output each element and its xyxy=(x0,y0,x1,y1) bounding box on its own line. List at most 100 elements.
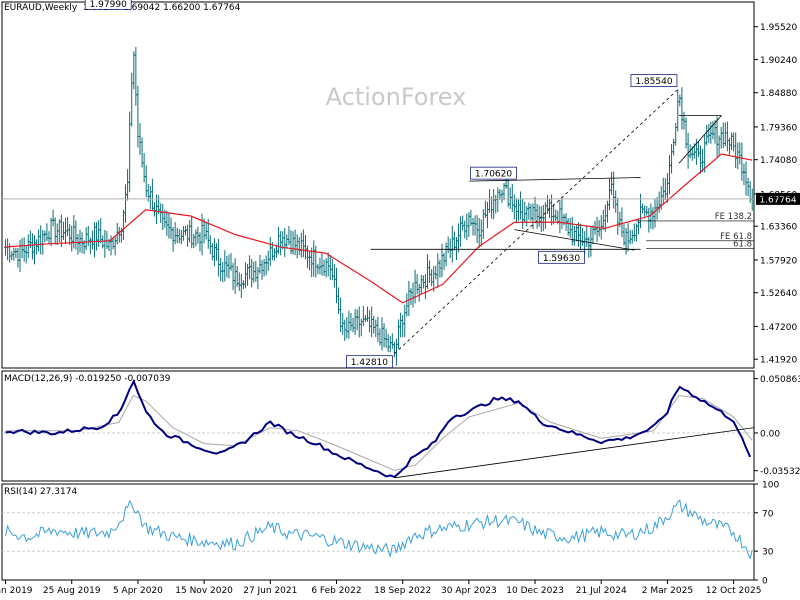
price-bar xyxy=(473,215,477,236)
price-bar xyxy=(521,199,525,229)
price-bar xyxy=(113,235,117,256)
price-bar xyxy=(165,210,169,236)
price-bar xyxy=(124,184,128,223)
price-bar xyxy=(181,225,185,241)
price-axis-label: 1.57920 xyxy=(760,256,797,266)
price-axis-label: 1.47200 xyxy=(760,323,797,333)
price-bar xyxy=(411,282,415,308)
price-bar xyxy=(500,189,504,204)
price-bar xyxy=(630,230,634,244)
price-bar xyxy=(390,333,394,349)
price-bar xyxy=(477,218,481,248)
price-bar xyxy=(14,247,18,258)
price-bar xyxy=(68,224,72,245)
price-bar xyxy=(653,198,657,228)
price-bar xyxy=(121,209,125,241)
upper-trendline xyxy=(469,177,641,182)
price-bar xyxy=(723,122,727,147)
price-bar xyxy=(357,306,361,338)
price-annotation: 1.85540 xyxy=(630,74,678,87)
price-bar xyxy=(47,231,51,245)
price-axis-label: 1.63360 xyxy=(760,223,797,233)
price-bar xyxy=(667,155,671,195)
macd-axis-label: -0.035322 xyxy=(760,467,800,477)
price-bar xyxy=(301,229,305,258)
date-axis-label: 18 Sep 2022 xyxy=(374,586,431,596)
price-bar xyxy=(442,252,446,271)
price-bar xyxy=(725,121,729,152)
price-bar xyxy=(448,238,452,259)
price-bar xyxy=(103,229,107,258)
price-bar xyxy=(231,262,235,291)
price-bar xyxy=(605,200,609,223)
price-bar xyxy=(440,243,444,278)
price-bar xyxy=(576,222,580,247)
price-bar xyxy=(425,254,429,290)
price-bar xyxy=(626,223,630,252)
price-bar xyxy=(66,216,70,237)
price-bar xyxy=(622,224,626,246)
price-bar xyxy=(682,111,686,130)
price-bar xyxy=(150,178,154,211)
price-bar xyxy=(539,206,543,233)
price-bar xyxy=(12,247,16,261)
price-annotation: 1.70620 xyxy=(470,166,517,180)
price-bar xyxy=(353,309,357,336)
date-axis-label: 6 Feb 2022 xyxy=(311,586,361,596)
price-bar xyxy=(523,201,527,223)
price-bar xyxy=(256,267,260,290)
price-bar xyxy=(612,171,616,209)
symbol-name: EURAUD xyxy=(4,3,42,13)
price-bar xyxy=(674,122,678,146)
price-bar xyxy=(676,89,680,132)
price-bar xyxy=(169,217,173,240)
price-bar xyxy=(227,254,231,279)
price-annotation: 1.42810 xyxy=(345,355,393,368)
price-bar xyxy=(219,258,223,281)
price-bar xyxy=(388,336,392,353)
price-bar xyxy=(705,124,709,146)
timeframe: Weekly xyxy=(44,3,78,13)
price-bar xyxy=(545,195,549,214)
price-bar xyxy=(212,238,216,267)
price-bar xyxy=(419,274,423,294)
price-bar xyxy=(57,219,61,243)
fib-label: 61.8 xyxy=(733,239,752,249)
price-bar xyxy=(45,223,49,242)
price-bar xyxy=(587,236,591,258)
price-bar xyxy=(223,250,227,282)
price-bar xyxy=(397,319,401,349)
price-bar xyxy=(268,236,272,266)
price-bar xyxy=(215,242,219,261)
price-bar xyxy=(349,313,353,331)
rsi-axis-label: 0 xyxy=(762,577,768,587)
date-axis-label: 5 Apr 2020 xyxy=(113,586,163,596)
price-bar xyxy=(721,122,725,148)
price-bar xyxy=(508,187,512,209)
price-bar xyxy=(337,287,341,314)
price-bar xyxy=(43,230,47,243)
price-bar xyxy=(459,216,463,247)
price-bar xyxy=(16,247,20,268)
price-bar xyxy=(339,297,343,333)
price-bar xyxy=(510,184,514,212)
price-bar xyxy=(608,178,612,211)
price-bar xyxy=(601,209,605,231)
price-bar xyxy=(177,228,181,244)
price-bar xyxy=(494,194,498,214)
rsi-pane-frame xyxy=(1,483,755,581)
price-bar xyxy=(179,229,183,245)
price-bar xyxy=(552,203,556,225)
price-bar xyxy=(204,221,208,240)
price-bar xyxy=(727,137,731,155)
price-bar xyxy=(485,201,489,229)
price-bar xyxy=(421,275,425,289)
price-bar xyxy=(428,260,432,283)
price-bar xyxy=(138,123,142,155)
price-bar xyxy=(303,234,307,260)
price-bar xyxy=(70,225,74,252)
rsi-axis-label: 30 xyxy=(762,548,774,558)
price-bar xyxy=(595,216,599,242)
price-bar xyxy=(465,213,469,241)
